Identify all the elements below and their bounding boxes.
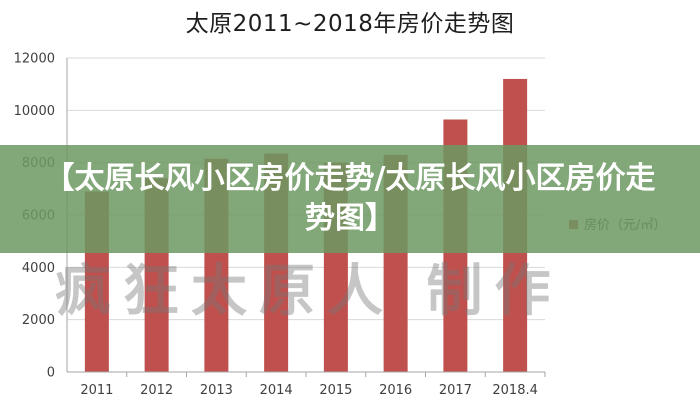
- x-tick-label: 2011: [80, 383, 113, 398]
- watermark: 疯狂太原人 制作: [55, 259, 563, 324]
- x-tick-label: 2018.4: [492, 383, 538, 398]
- x-tick-label: 2013: [200, 383, 233, 398]
- x-tick-label: 2014: [260, 383, 293, 398]
- y-tick-label: 2000: [22, 313, 55, 328]
- banner-text: 【太原长风小区房价走势/太原长风小区房价走势图】: [44, 161, 656, 236]
- x-tick-label: 2017: [439, 383, 472, 398]
- y-tick-label: 0: [47, 366, 55, 381]
- x-tick-label: 2015: [319, 383, 352, 398]
- y-tick-label: 10000: [14, 104, 55, 119]
- x-tick-label: 2016: [379, 383, 412, 398]
- chart-title: 太原2011~2018年房价走势图: [185, 11, 515, 37]
- y-tick-label: 4000: [22, 261, 55, 276]
- title-banner: 【太原长风小区房价走势/太原长风小区房价走势图】: [0, 145, 700, 253]
- x-tick-label: 2012: [140, 383, 173, 398]
- y-tick-label: 12000: [14, 52, 55, 67]
